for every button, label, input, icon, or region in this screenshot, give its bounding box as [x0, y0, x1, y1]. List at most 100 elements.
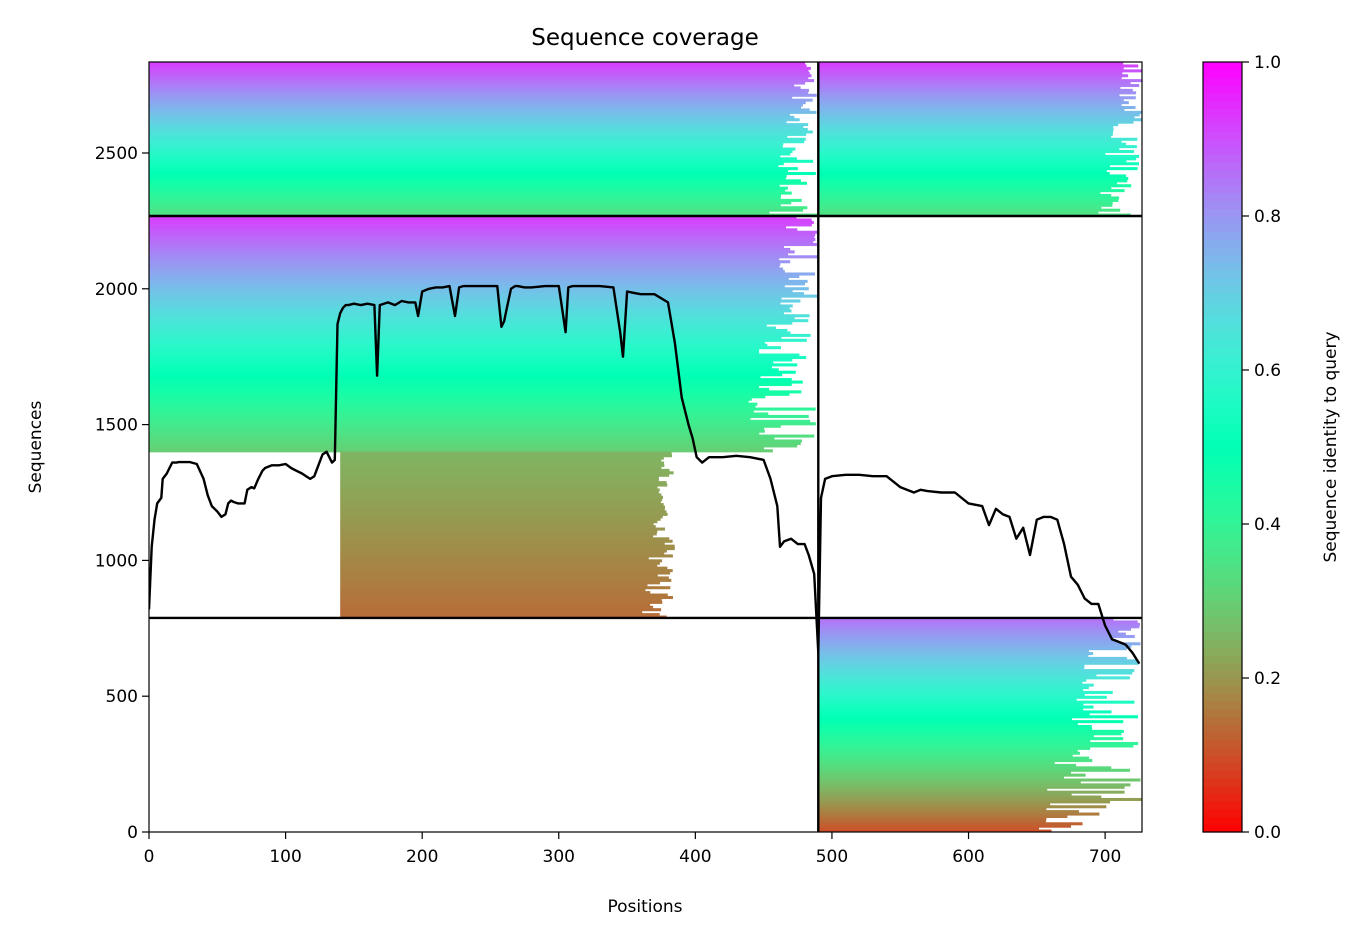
heatmap-row [340, 512, 668, 516]
heatmap-row [818, 123, 1119, 127]
heatmap-row [149, 76, 809, 80]
heatmap-row [149, 169, 789, 173]
colorbar-segment [1203, 601, 1242, 610]
heatmap-row [340, 544, 675, 548]
colorbar-label: Sequence identity to query [1321, 331, 1341, 562]
heatmap-row [340, 554, 673, 558]
heatmap-row [818, 800, 1111, 804]
heatmap-row [149, 260, 791, 264]
heatmap-row [818, 761, 1055, 765]
heatmap-row [818, 712, 1090, 716]
heatmap-row [818, 766, 1112, 770]
heatmap-row [149, 324, 767, 328]
heatmap-row [818, 118, 1142, 122]
heatmap-row [149, 101, 806, 105]
heatmap-row [818, 790, 1125, 794]
heatmap-row [149, 167, 798, 171]
heatmap-row [818, 137, 1138, 141]
heatmap-row [340, 571, 671, 575]
heatmap-row [149, 74, 812, 78]
colorbar-segment [1203, 408, 1242, 417]
heatmap-row [149, 230, 818, 234]
heatmap-row [149, 351, 760, 355]
heatmap-row [818, 62, 1124, 66]
heatmap-row [818, 666, 1085, 670]
heatmap-row [818, 81, 1131, 85]
heatmap-row [818, 147, 1120, 151]
heatmap-row [340, 507, 665, 512]
heatmap-row [340, 542, 665, 546]
heatmap-row [149, 216, 797, 220]
heatmap-row [340, 481, 667, 485]
colorbar-segment [1203, 678, 1242, 687]
heatmap-row [818, 108, 1125, 112]
heatmap-row [149, 380, 803, 384]
heatmap-row [149, 422, 816, 426]
heatmap-row [340, 459, 662, 463]
heatmap-row [818, 819, 1046, 823]
x-tick-label: 400 [679, 847, 711, 867]
colorbar-segment [1203, 139, 1242, 148]
heatmap-row [149, 306, 790, 310]
heatmap-row [818, 194, 1112, 198]
heatmap-row [818, 644, 1132, 648]
heatmap-row [149, 162, 784, 166]
heatmap-row [149, 86, 801, 90]
colorbar-segment [1203, 169, 1242, 179]
colorbar-segment [1203, 731, 1242, 741]
heatmap-row [340, 564, 658, 568]
x-tick-label: 200 [406, 847, 438, 867]
colorbar-segment [1203, 108, 1242, 117]
colorbar-segment [1203, 100, 1242, 109]
heatmap-row [340, 527, 665, 531]
colorbar-segment [1203, 524, 1242, 533]
heatmap-row [149, 373, 783, 377]
heatmap-row [340, 569, 673, 573]
x-tick-label: 300 [543, 847, 575, 867]
colorbar-segment [1203, 69, 1242, 78]
heatmap-row [818, 817, 1047, 821]
heatmap-row [340, 605, 654, 609]
heatmap-row [340, 549, 667, 553]
heatmap-row [149, 301, 781, 306]
heatmap-row [818, 162, 1139, 166]
heatmap-row [818, 671, 1133, 675]
heatmap-row [149, 91, 809, 95]
heatmap-row [149, 292, 804, 296]
colorbar-segment [1203, 308, 1242, 317]
heatmap-row [818, 201, 1113, 205]
heatmap-row [340, 581, 660, 585]
heatmap-row [818, 630, 1119, 634]
heatmap-row [149, 385, 760, 389]
heatmap-row [818, 625, 1140, 629]
heatmap-row [149, 287, 809, 291]
heatmap-row [818, 722, 1078, 726]
heatmap-row [818, 64, 1139, 68]
heatmap-row [818, 778, 1141, 782]
heatmap-row [149, 123, 809, 127]
heatmap-row [340, 500, 661, 504]
heatmap-row [149, 128, 808, 132]
heatmap-row [149, 407, 816, 411]
heatmap-row [149, 444, 798, 448]
heatmap-row [818, 788, 1048, 792]
heatmap-row [340, 505, 665, 509]
heatmap-row [149, 410, 754, 414]
heatmap-row [818, 120, 1134, 124]
heatmap-row [149, 316, 795, 320]
colorbar-segment [1203, 585, 1242, 594]
block-boundary-layer [149, 62, 1142, 832]
heatmap-row [818, 181, 1118, 185]
heatmap-row [818, 125, 1114, 129]
heatmap-row [818, 814, 1068, 819]
colorbar-segment [1203, 377, 1242, 386]
heatmap-row [149, 179, 801, 183]
heatmap-row [149, 355, 807, 360]
heatmap-row [818, 128, 1114, 132]
colorbar-segment [1203, 662, 1242, 671]
heatmap-row [149, 140, 805, 144]
y-tick-label: 2000 [95, 280, 138, 300]
heatmap-row [818, 637, 1114, 641]
colorbar-tick-label: 0.4 [1254, 515, 1281, 535]
